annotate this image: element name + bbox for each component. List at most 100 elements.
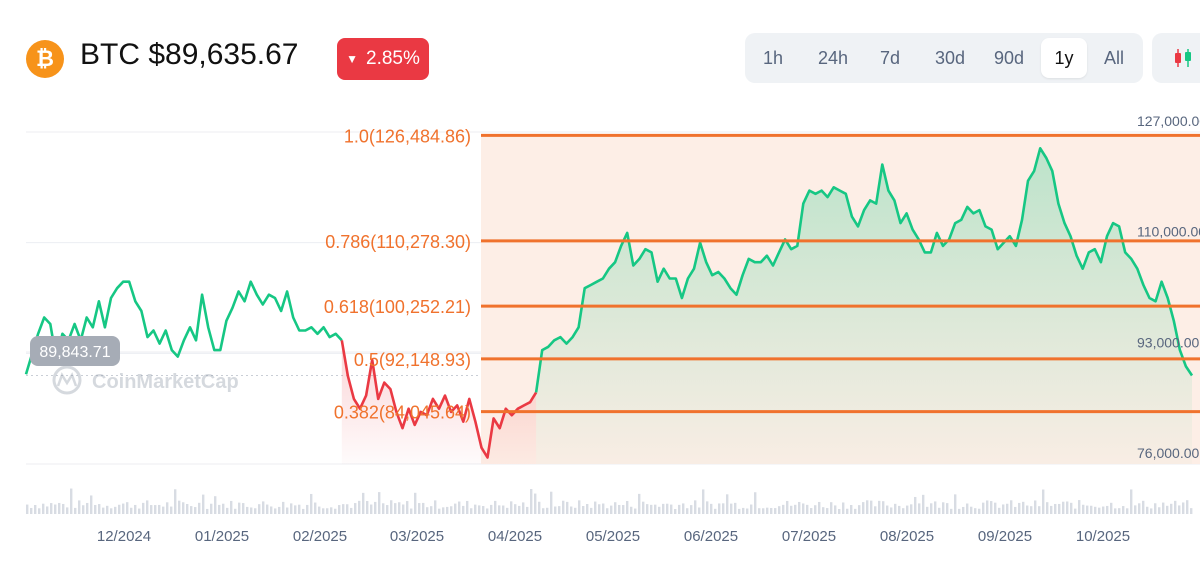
range-tab-30d[interactable]: 30d: [934, 47, 966, 68]
volume-bar: [626, 501, 629, 514]
volume-bar: [1162, 502, 1165, 514]
volume-bar: [378, 492, 381, 514]
x-axis-tick-label: 10/2025: [1076, 528, 1130, 545]
x-axis-tick-label: 12/2024: [97, 528, 151, 545]
coinmarketcap-watermark: CoinMarketCap: [52, 365, 239, 395]
volume-bar: [898, 505, 901, 514]
volume-bar: [738, 508, 741, 514]
volume-bar: [558, 506, 561, 514]
volume-bar: [970, 506, 973, 514]
volume-bar: [386, 505, 389, 514]
volume-bar: [594, 501, 597, 514]
range-tab-1y[interactable]: 1y: [1041, 38, 1087, 78]
volume-bar: [502, 505, 505, 514]
fib-level-label: 0.5(92,148.93): [354, 350, 471, 370]
volume-bar: [902, 508, 905, 514]
volume-bar: [158, 504, 161, 514]
volume-bar: [586, 503, 589, 514]
volume-bar: [1138, 503, 1141, 514]
volume-bar: [26, 504, 29, 514]
volume-bar: [1054, 503, 1057, 514]
volume-bar: [1066, 501, 1069, 514]
volume-bar: [526, 506, 529, 514]
volume-bar: [678, 504, 681, 514]
volume-bar: [538, 501, 541, 514]
volume-bar: [610, 505, 613, 514]
volume-bar: [226, 507, 229, 514]
volume-bar: [154, 505, 157, 514]
volume-bar: [142, 502, 145, 514]
volume-bar: [362, 492, 365, 514]
volume-bar: [1086, 505, 1089, 514]
volume-bar: [50, 503, 53, 514]
candlestick-icon[interactable]: [1172, 47, 1194, 69]
volume-bar: [490, 504, 493, 514]
time-range-selector: 1h 24h 7d 30d 90d 1y All: [745, 33, 1143, 83]
fib-level-label: 1.0(126,484.86): [344, 126, 471, 146]
range-tab-24h[interactable]: 24h: [817, 47, 849, 68]
volume-bar: [878, 500, 881, 514]
range-tab-7d[interactable]: 7d: [879, 47, 901, 68]
volume-bar: [1034, 500, 1037, 514]
volume-bar: [882, 501, 885, 514]
volume-bar: [394, 503, 397, 514]
volume-bar: [182, 502, 185, 514]
volume-bar: [1022, 501, 1025, 514]
volume-bar: [954, 494, 957, 514]
volume-bar: [1002, 504, 1005, 514]
volume-bar: [466, 500, 469, 514]
volume-bar: [322, 508, 325, 514]
volume-bar: [966, 503, 969, 514]
volume-bar: [242, 503, 245, 514]
volume-bar: [426, 507, 429, 514]
volume-bar: [1038, 506, 1041, 514]
volume-bar: [366, 501, 369, 514]
volume-bar: [990, 501, 993, 514]
volume-bar: [90, 495, 93, 514]
volume-bar: [1074, 508, 1077, 514]
volume-bar: [974, 508, 977, 514]
volume-bar: [622, 505, 625, 514]
volume-bar: [246, 506, 249, 514]
volume-bar: [986, 500, 989, 514]
volume-bar: [230, 500, 233, 514]
volume-bar: [298, 504, 301, 514]
volume-bar: [462, 505, 465, 514]
volume-bar: [402, 504, 405, 514]
volume-bar: [1014, 506, 1017, 514]
volume-bar: [418, 503, 421, 514]
volume-bar: [734, 502, 737, 514]
volume-bar: [1042, 489, 1045, 514]
x-axis-tick-label: 05/2025: [586, 528, 640, 545]
volume-bar: [766, 507, 769, 514]
range-tab-all[interactable]: All: [1103, 47, 1124, 68]
volume-bar: [702, 489, 705, 514]
volume-bar: [306, 504, 309, 514]
volume-bar: [286, 507, 289, 514]
volume-bar: [458, 501, 461, 514]
volume-bar: [998, 507, 1001, 514]
volume-bar: [422, 502, 425, 514]
volume-bar: [338, 505, 341, 514]
volume-bar: [1006, 503, 1009, 514]
volume-bar: [282, 501, 285, 514]
volume-bar: [530, 489, 533, 514]
volume-bar: [202, 494, 205, 514]
volume-bar: [950, 508, 953, 514]
volume-bar: [682, 503, 685, 514]
volume-bar: [290, 503, 293, 514]
range-tab-1h[interactable]: 1h: [762, 47, 784, 68]
volume-bar: [686, 508, 689, 514]
volume-bar: [942, 502, 945, 514]
volume-bar: [1174, 500, 1177, 514]
volume-bar: [978, 508, 981, 514]
volume-bar: [54, 504, 57, 514]
chart-type-toggle[interactable]: [1152, 33, 1200, 83]
volume-bar: [570, 506, 573, 514]
volume-bar: [646, 504, 649, 514]
watermark-text: CoinMarketCap: [92, 371, 239, 393]
volume-bar: [78, 500, 81, 514]
range-tab-90d[interactable]: 90d: [993, 47, 1025, 68]
volume-bar: [118, 504, 121, 514]
